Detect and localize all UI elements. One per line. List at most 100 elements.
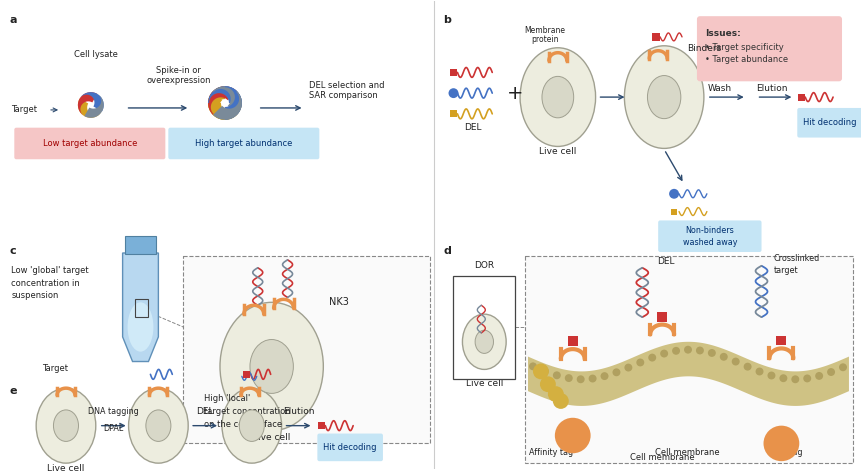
Ellipse shape [520,48,596,146]
Text: d: d [444,246,452,256]
Circle shape [755,367,764,375]
Text: DNA tagging: DNA tagging [88,407,139,416]
Text: Cell membrane: Cell membrane [655,448,720,457]
Text: Cell lysate: Cell lysate [74,50,118,59]
Bar [652,33,660,41]
Circle shape [767,372,775,380]
Text: NK3: NK3 [330,297,349,307]
Bar [317,422,325,429]
Bar [125,236,157,254]
Circle shape [779,374,787,382]
Text: target concentration: target concentration [204,407,291,416]
FancyBboxPatch shape [169,128,319,159]
Text: DEL selection and: DEL selection and [310,81,385,90]
Text: Live cell: Live cell [253,433,291,442]
Text: Live cell: Live cell [48,464,85,473]
Bar [450,69,457,76]
Text: Non-binders
washed away: Non-binders washed away [682,226,737,246]
Text: SAR comparison: SAR comparison [310,91,378,100]
Circle shape [533,364,549,379]
Polygon shape [78,92,97,116]
FancyBboxPatch shape [798,108,863,137]
Polygon shape [80,92,104,111]
Circle shape [670,189,679,199]
Polygon shape [208,103,242,120]
Text: • Target specificity: • Target specificity [705,43,784,52]
Polygon shape [78,99,102,118]
Text: Target: Target [11,105,37,114]
Circle shape [637,358,644,366]
FancyBboxPatch shape [525,256,853,463]
Text: Target: Target [42,365,68,374]
Text: on the cell surface: on the cell surface [204,420,282,429]
Circle shape [839,363,847,371]
Text: Wash: Wash [708,84,732,93]
Circle shape [588,374,597,383]
Circle shape [625,364,632,372]
Ellipse shape [222,388,282,463]
Circle shape [553,371,561,379]
Text: • Target abundance: • Target abundance [705,55,788,64]
Text: Affinity tag: Affinity tag [529,448,573,457]
Text: Elution: Elution [283,407,314,416]
FancyBboxPatch shape [697,16,842,82]
Text: protein: protein [531,35,559,44]
Circle shape [449,88,458,98]
Bar [453,276,515,379]
Polygon shape [85,94,104,118]
Text: Issues:: Issues: [705,29,740,38]
Ellipse shape [625,46,704,148]
Circle shape [660,350,668,357]
FancyBboxPatch shape [183,256,430,443]
Polygon shape [208,91,237,120]
Circle shape [815,372,823,380]
Circle shape [548,386,564,402]
Circle shape [529,363,537,370]
Text: Hit decoding: Hit decoding [804,118,857,127]
Ellipse shape [129,388,189,463]
Text: Low target abundance: Low target abundance [42,139,137,148]
Circle shape [648,354,657,362]
Ellipse shape [250,339,293,393]
Bar [450,110,457,118]
Polygon shape [208,86,237,115]
Text: suspension: suspension [11,292,59,301]
Text: Low 'global' target: Low 'global' target [11,266,89,275]
Bar [657,312,667,322]
Circle shape [791,375,799,383]
Ellipse shape [475,330,493,354]
Ellipse shape [648,75,681,118]
Text: Cell membrane: Cell membrane [630,453,695,462]
FancyBboxPatch shape [317,434,383,461]
Text: Tag: Tag [790,448,803,457]
Ellipse shape [463,314,506,369]
Bar [777,336,786,346]
Circle shape [541,367,549,375]
Text: target: target [773,266,798,275]
Circle shape [827,368,835,376]
Text: Crosslinked: Crosslinked [773,254,820,263]
Text: b: b [444,15,452,25]
Ellipse shape [146,410,171,441]
Circle shape [696,346,704,355]
Polygon shape [213,91,242,120]
Text: High target abundance: High target abundance [195,139,292,148]
Circle shape [600,372,608,380]
Circle shape [565,374,573,382]
Polygon shape [225,86,242,120]
Text: DOR: DOR [474,261,495,270]
Text: Tag: Tag [774,439,789,448]
Bar [567,336,578,346]
Circle shape [553,393,569,409]
Ellipse shape [127,302,153,352]
Text: overexpression: overexpression [146,76,210,85]
Circle shape [732,357,740,365]
Text: Membrane: Membrane [524,26,566,35]
Text: a: a [10,15,16,25]
Circle shape [672,347,680,355]
Text: DEL: DEL [657,257,675,266]
Ellipse shape [36,388,96,463]
Text: Binders: Binders [687,44,721,53]
Text: DEL: DEL [465,123,482,132]
Circle shape [804,374,811,383]
